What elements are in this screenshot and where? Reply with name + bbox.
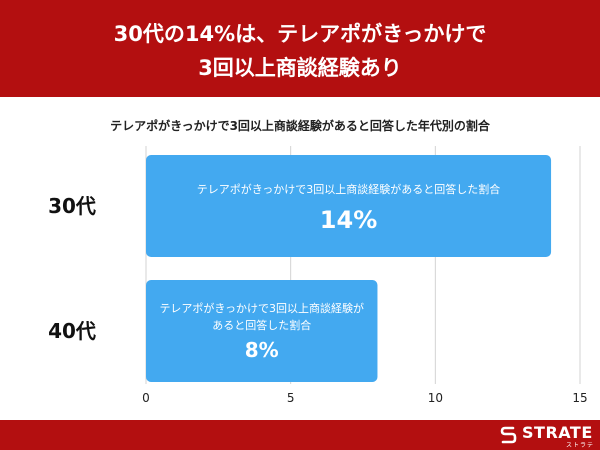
bar-caption-0-0: テレアポがきっかけで3回以上商談経験があると回答した割合 xyxy=(197,182,501,196)
brand-logo: STRATE ストラテ xyxy=(499,423,595,449)
bar-value-label-1: 8% xyxy=(245,338,279,362)
footer-bar xyxy=(0,420,600,450)
category-label-1: 40代 xyxy=(48,319,96,343)
chart-title: テレアポがきっかけで3回以上商談経験があると回答した年代別の割合 xyxy=(110,119,490,133)
x-tick-label-1: 5 xyxy=(287,391,295,405)
bar-chart: 0 5 10 1530代テレアポがきっかけで3回以上商談経験があると回答した割合14%… xyxy=(48,146,588,405)
brand-name: STRATE xyxy=(522,423,593,442)
header-banner: 30代の14%は、テレアポがきっかけで 3回以上商談経験あり xyxy=(0,0,600,97)
category-label-0: 30代 xyxy=(48,194,96,218)
bar-0 xyxy=(146,155,552,257)
x-tick-label-0: 0 xyxy=(142,391,150,405)
bar-caption-1-0: テレアポがきっかけで3回以上商談経験が xyxy=(159,301,364,315)
bar-value-label-0: 14% xyxy=(320,206,377,234)
x-tick-label-2: 10 xyxy=(428,391,443,405)
page-title-line-1: 30代の14%は、テレアポがきっかけで xyxy=(113,22,487,46)
page-title-line-2: 3回以上商談経験あり xyxy=(198,56,402,80)
bar-1 xyxy=(146,280,378,382)
x-tick-label-3: 15 xyxy=(572,391,587,405)
bar-caption-1-1: あると回答した割合 xyxy=(212,318,311,332)
strate-logo-icon xyxy=(500,426,517,444)
brand-subname: ストラテ xyxy=(566,442,595,449)
